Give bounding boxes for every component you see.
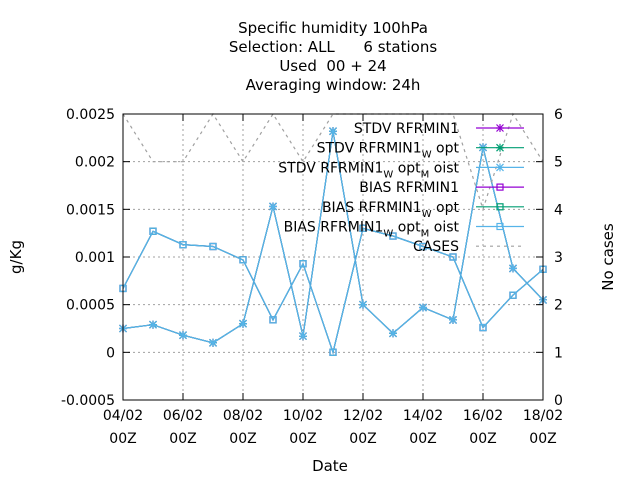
chart-title: Specific humidity 100hPa Selection: ALL … <box>229 19 437 94</box>
x-tick-label: 16/02 <box>463 408 503 424</box>
series-line <box>122 112 544 212</box>
title-line-1: Specific humidity 100hPa <box>238 19 428 37</box>
legend-label: BIAS RFRMIN1W​ optM​ oist <box>284 220 460 240</box>
legend-entry: BIAS RFRMIN1W​ opt <box>322 200 524 220</box>
legend-label: BIAS RFRMIN1 <box>359 180 459 196</box>
data-point <box>449 253 457 261</box>
data-point <box>149 320 157 329</box>
data-point <box>449 315 457 324</box>
title-line-3: Used 00 + 24 <box>279 57 386 75</box>
y2-tick-label: 0 <box>554 393 563 409</box>
data-point <box>479 323 487 332</box>
y2-axis-label: No cases <box>599 223 617 291</box>
y-tick-label: -0.0005 <box>61 393 115 409</box>
title-line-4: Averaging window: 24h <box>246 76 421 94</box>
data-point <box>179 241 187 249</box>
legend-label: STDV RFRMIN1W​ optM​ oist <box>278 160 459 180</box>
data-point <box>329 127 337 136</box>
data-point <box>269 202 277 211</box>
data-point <box>239 256 247 264</box>
y-tick-label: 0.0015 <box>66 202 115 218</box>
y-tick-label: 0 <box>106 345 115 361</box>
y2-tick-label: 5 <box>554 155 563 171</box>
y-tick-label: 0.0005 <box>66 298 115 314</box>
series-line <box>122 227 544 355</box>
legend-entry: BIAS RFRMIN1 <box>359 180 524 196</box>
x-tick-label: 00Z <box>349 431 376 447</box>
y2-tick-label: 1 <box>554 345 563 361</box>
data-point <box>209 242 217 251</box>
y2-tick-label: 2 <box>554 298 563 314</box>
data-point <box>359 300 367 309</box>
legend-entry: CASES <box>413 239 524 255</box>
y-tick-label: 0.001 <box>75 250 115 266</box>
legend-marker <box>496 183 504 191</box>
x-tick-label: 10/02 <box>283 408 323 424</box>
x-tick-label: 12/02 <box>343 408 383 424</box>
legend-marker <box>496 143 504 152</box>
data-point <box>269 316 277 324</box>
data-point <box>149 227 157 235</box>
data-point <box>329 348 337 356</box>
legend-entry: BIAS RFRMIN1W​ optM​ oist <box>284 220 524 240</box>
x-tick-label: 18/02 <box>523 408 563 424</box>
legend-entry: STDV RFRMIN1 <box>354 121 524 137</box>
y2-tick-label: 3 <box>554 250 563 266</box>
x-tick-label: 06/02 <box>163 408 203 424</box>
data-point <box>359 224 367 232</box>
data-point <box>179 331 187 340</box>
legend-marker <box>496 163 504 172</box>
x-tick-label: 00Z <box>469 431 496 447</box>
data-point <box>299 332 307 341</box>
x-tick-label: 00Z <box>289 431 316 447</box>
data-point <box>419 242 427 251</box>
series-6 <box>122 112 544 212</box>
x-tick-label: 00Z <box>109 431 136 447</box>
x-axis-label: Date <box>312 457 348 475</box>
legend-marker <box>496 124 504 132</box>
title-line-2: Selection: ALL 6 stations <box>229 38 437 56</box>
y2-tick-label: 4 <box>554 202 563 218</box>
x-axis: 04/02 00Z 06/02 00Z 08/02 00Z 10/02 00Z 12/02 00Z… <box>103 114 563 447</box>
y2-axis: 0 1 2 3 4 5 6 <box>536 107 563 409</box>
data-point <box>419 303 427 312</box>
legend-label: STDV RFRMIN1 <box>354 121 459 137</box>
x-tick-label: 08/02 <box>223 408 263 424</box>
data-point <box>509 291 517 299</box>
data-point <box>509 264 517 273</box>
data-point <box>239 319 247 328</box>
y-axis: -0.0005 0 0.0005 0.001 0.0015 0.002 0.0025 <box>61 107 130 409</box>
x-tick-label: 04/02 <box>103 408 143 424</box>
x-tick-label: 00Z <box>229 431 256 447</box>
x-tick-label: 00Z <box>169 431 196 447</box>
series-2 <box>119 127 547 347</box>
legend-entry: STDV RFRMIN1W​ optM​ oist <box>278 160 524 180</box>
data-point <box>209 338 217 347</box>
legend-label: BIAS RFRMIN1W​ opt <box>322 200 460 220</box>
x-tick-label: 14/02 <box>403 408 443 424</box>
y-axis-label: g/Kg <box>7 240 25 274</box>
plot-frame <box>122 113 544 401</box>
x-tick-label: 00Z <box>409 431 436 447</box>
y-tick-label: 0.0025 <box>66 107 115 123</box>
y2-tick-label: 6 <box>554 107 563 123</box>
data-point <box>389 329 397 338</box>
plot-series <box>119 112 547 356</box>
data-point <box>299 260 307 268</box>
data-point <box>389 232 397 240</box>
legend-marker <box>496 222 504 231</box>
y-tick-label: 0.002 <box>75 155 115 171</box>
legend-marker <box>496 203 504 211</box>
legend-label: CASES <box>413 239 459 255</box>
legend-entry: STDV RFRMIN1W​ opt <box>317 141 524 161</box>
legend-label: STDV RFRMIN1W​ opt <box>317 141 460 161</box>
x-tick-label: 00Z <box>529 431 556 447</box>
